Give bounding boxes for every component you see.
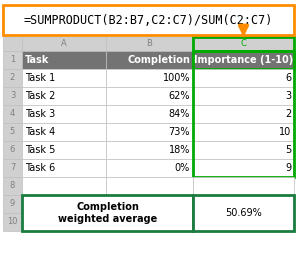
Text: Completion: Completion [127,55,190,65]
Bar [193,123,294,141]
Text: Task 4: Task 4 [25,127,55,137]
Text: Task 1: Task 1 [25,73,55,83]
Text: 6: 6 [10,145,15,154]
Text: Task 5: Task 5 [25,145,55,155]
Bar [22,123,106,141]
Bar [3,123,22,141]
Text: 3: 3 [285,91,291,101]
Bar [106,159,193,177]
Bar [193,51,294,177]
Bar [3,177,22,195]
Text: B: B [146,39,152,48]
Bar [3,141,22,159]
Bar [106,123,193,141]
Bar [3,87,22,105]
Bar [193,37,294,51]
Bar [106,141,193,159]
Text: 3: 3 [10,91,15,100]
Text: 2: 2 [10,73,15,82]
Bar [193,105,294,123]
Bar [3,213,22,231]
Bar [106,37,193,51]
Bar [106,177,193,195]
Bar [22,159,106,177]
Bar [22,105,106,123]
Bar [193,195,294,231]
Bar [3,51,22,69]
Bar [22,37,106,51]
Text: Completion
weighted average: Completion weighted average [58,202,157,224]
Text: 73%: 73% [168,127,190,137]
Text: 9: 9 [10,200,15,209]
Text: Task 2: Task 2 [25,91,55,101]
Text: 6: 6 [285,73,291,83]
Bar [22,195,193,231]
Text: 18%: 18% [169,145,190,155]
Text: 9: 9 [285,163,291,173]
Text: 100%: 100% [162,73,190,83]
Text: 50.69%: 50.69% [225,208,262,218]
Bar [22,51,106,69]
Bar [3,5,294,35]
Bar [106,105,193,123]
Text: A: A [61,39,67,48]
Text: 1: 1 [10,55,15,64]
Text: 4: 4 [10,109,15,118]
Text: 62%: 62% [168,91,190,101]
Bar [106,87,193,105]
Text: 84%: 84% [169,109,190,119]
Text: 0%: 0% [175,163,190,173]
Bar [193,141,294,159]
Bar [3,159,22,177]
Bar [193,51,294,69]
Text: Task 6: Task 6 [25,163,55,173]
Bar [22,177,106,195]
Text: 10: 10 [279,127,291,137]
Text: 5: 5 [285,145,291,155]
Text: Task 3: Task 3 [25,109,55,119]
Bar [193,177,294,195]
Text: 10: 10 [7,218,18,227]
Bar [193,69,294,87]
Text: 5: 5 [10,127,15,136]
Bar [3,105,22,123]
Text: Importance (1-10): Importance (1-10) [194,55,293,65]
Bar [193,87,294,105]
Bar [3,69,22,87]
Text: Task: Task [25,55,49,65]
Text: C: C [241,39,247,48]
Bar [3,37,22,51]
Bar [22,141,106,159]
Bar [3,195,22,213]
Bar [106,69,193,87]
Text: 2: 2 [285,109,291,119]
Bar [193,51,294,69]
Bar [22,87,106,105]
Bar [22,69,106,87]
Bar [193,159,294,177]
Bar [193,37,294,51]
Text: 7: 7 [10,164,15,173]
Text: =SUMPRODUCT(B2:B7,C2:C7)/SUM(C2:C7): =SUMPRODUCT(B2:B7,C2:C7)/SUM(C2:C7) [24,14,273,26]
Text: 8: 8 [10,182,15,191]
Bar [106,51,193,69]
